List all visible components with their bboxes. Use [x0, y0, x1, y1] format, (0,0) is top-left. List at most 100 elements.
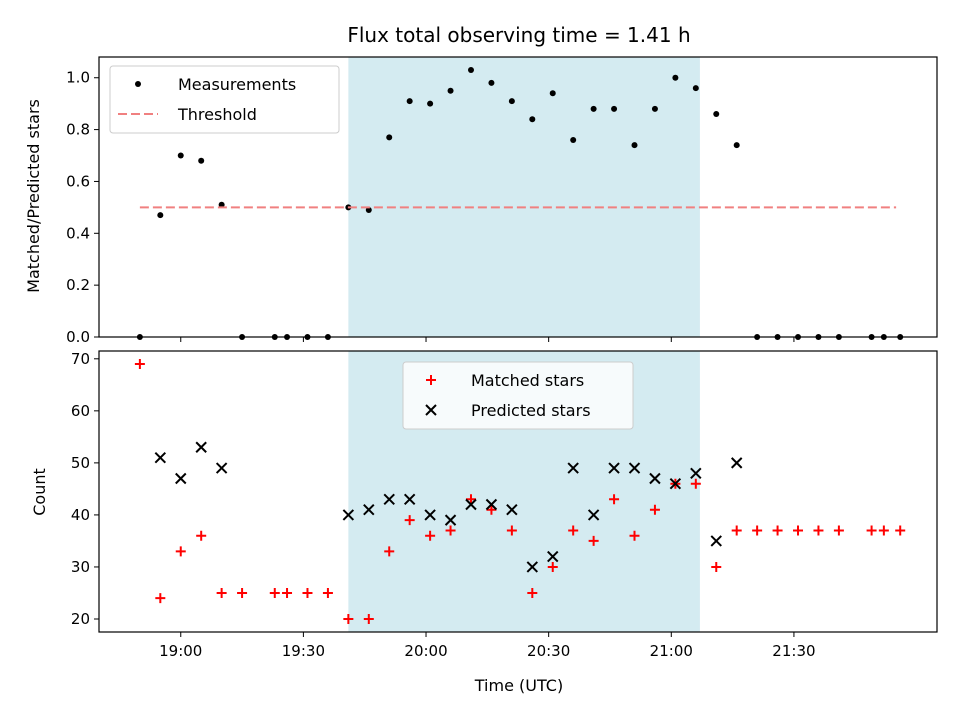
matched-star-point — [711, 561, 722, 572]
measurement-point — [177, 152, 184, 159]
y-tick-label: 0.8 — [66, 121, 90, 139]
matched-star-point — [629, 530, 640, 541]
x-tick-label: 20:00 — [404, 642, 447, 660]
matched-star-point — [216, 587, 227, 598]
matched-star-point — [690, 478, 701, 489]
top-y-axis-label: Matched/Predicted stars — [24, 99, 43, 293]
x-axis-label: Time (UTC) — [474, 676, 563, 695]
predicted-star-point — [342, 509, 355, 521]
legend-label: Measurements — [178, 75, 296, 94]
legend-marker — [135, 81, 141, 87]
chart-title: Flux total observing time = 1.41 h — [347, 23, 690, 47]
predicted-star-point — [506, 504, 518, 516]
matched-star-point — [343, 613, 354, 624]
axes-frame — [98, 350, 938, 633]
measurement-point — [549, 90, 556, 97]
matched-star-point — [813, 525, 824, 536]
matched-star-point — [486, 504, 497, 515]
x-tick-label: 21:30 — [772, 642, 815, 660]
matched-star-point — [547, 561, 558, 572]
measurement-point — [570, 136, 577, 143]
predicted-star-point — [567, 462, 579, 474]
y-tick-label: 0.2 — [66, 276, 90, 294]
matched-star-point — [445, 525, 456, 536]
predicted-star-point — [154, 451, 167, 464]
legend-marker — [426, 375, 436, 385]
observing-window-span — [348, 57, 700, 337]
predicted-star-point — [608, 462, 620, 474]
matched-star-point — [282, 587, 293, 598]
matched-star-point — [134, 359, 145, 370]
legend-marker — [425, 404, 437, 416]
matched-star-point — [793, 525, 804, 536]
y-tick-label: 60 — [71, 402, 90, 420]
matched-star-point — [878, 525, 889, 536]
matched-star-point — [363, 613, 374, 624]
matched-star-point — [384, 546, 395, 557]
top-panel: 0.0 0.2 0.4 0.6 0.8 1.0 Measurements Threshold — [66, 56, 938, 346]
measurement-point — [406, 98, 413, 105]
measurement-point — [427, 100, 434, 107]
measurement-point — [447, 87, 454, 94]
matched-star-point — [465, 494, 476, 505]
predicted-star-point — [628, 462, 641, 474]
matched-star-point — [404, 515, 415, 526]
matched-star-point — [895, 525, 906, 536]
matched-star-point — [425, 530, 436, 541]
legend-label: Matched stars — [471, 371, 584, 390]
measurement-point — [672, 74, 679, 81]
predicted-star-point — [710, 535, 722, 547]
matched-star-point — [322, 587, 333, 598]
measurement-point — [590, 105, 597, 112]
measurement-point — [733, 142, 740, 149]
x-tick-label: 19:30 — [282, 642, 325, 660]
matched-star-point — [772, 525, 783, 536]
y-tick-label: 30 — [71, 558, 90, 576]
bottom-panel: 20 30 40 50 60 70 19:00 19:30 20:00 20:30 21:00 21:… — [71, 350, 938, 660]
matched-star-point — [196, 530, 207, 541]
predicted-star-point — [403, 493, 416, 506]
x-tick-label: 21:00 — [650, 642, 693, 660]
x-tick-label: 19:00 — [159, 642, 202, 660]
legend-label: Predicted stars — [471, 401, 591, 420]
predicted-star-point — [383, 493, 395, 506]
matched-star-point — [155, 593, 166, 604]
measurement-point — [508, 98, 515, 105]
measurement-point — [467, 66, 474, 73]
matched-star-point — [649, 504, 660, 515]
bottom-y-axis-label: Count — [30, 468, 49, 516]
measurement-point — [651, 105, 658, 112]
matched-star-point — [527, 587, 538, 598]
matched-star-point — [752, 525, 763, 536]
matched-star-point — [506, 525, 517, 536]
matched-star-point — [237, 587, 248, 598]
measurement-point — [529, 116, 536, 123]
predicted-star-point — [547, 550, 559, 563]
predicted-star-point — [195, 441, 207, 453]
matched-star-point — [175, 546, 186, 557]
measurement-point — [631, 142, 638, 149]
matched-star-point — [302, 587, 313, 598]
y-tick-label: 0.4 — [66, 224, 90, 242]
measurement-point — [692, 85, 699, 92]
y-tick-label: 20 — [71, 610, 90, 628]
matched-star-point — [866, 525, 877, 536]
legend-label: Threshold — [177, 105, 257, 124]
predicted-star-point — [465, 498, 477, 511]
predicted-star-point — [215, 462, 228, 474]
predicted-star-point — [690, 467, 702, 479]
legend-box — [109, 65, 340, 134]
x-tick-label: 20:30 — [527, 642, 570, 660]
matched-star-point — [833, 525, 844, 536]
predicted-star-point — [649, 472, 661, 485]
measurement-point — [218, 201, 225, 208]
legend-box — [402, 361, 634, 430]
predicted-star-point — [444, 514, 457, 526]
measurement-point — [386, 134, 393, 141]
measurement-point — [713, 111, 720, 118]
y-tick-label: 0.0 — [66, 328, 90, 346]
measurement-point — [157, 212, 164, 219]
measurement-point — [611, 105, 618, 112]
matched-star-point — [588, 535, 599, 546]
